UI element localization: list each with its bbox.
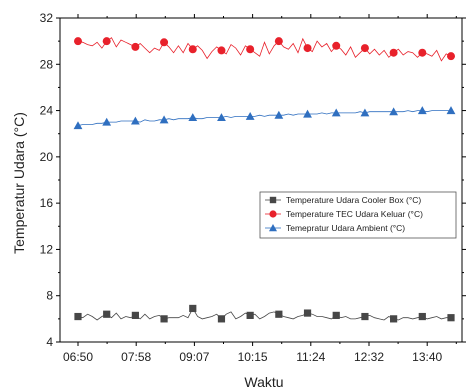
data-point — [418, 312, 426, 321]
data-point — [303, 44, 312, 53]
x-tick-label: 13:40 — [412, 350, 442, 364]
x-tick-label: 06:50 — [63, 350, 93, 364]
series-line — [77, 307, 451, 321]
x-axis-title: Waktu — [244, 374, 283, 390]
data-point — [332, 311, 340, 319]
data-point — [360, 108, 370, 117]
plot-frame — [59, 17, 463, 343]
data-point — [275, 310, 283, 318]
data-point — [361, 312, 369, 321]
data-point — [217, 46, 226, 55]
series-square — [74, 304, 455, 323]
series-line — [77, 110, 451, 126]
series-triangle — [73, 106, 456, 130]
x-tick-label: 07:58 — [121, 350, 151, 364]
axes-layer: 4 8 12 16 20 24 28 32 06:50 07:58 09:07 10:15 11:24 1… — [40, 11, 466, 364]
legend-marker — [269, 196, 277, 204]
y-tick-label: 20 — [40, 150, 54, 164]
x-tick-label: 10:15 — [238, 350, 268, 364]
legend-marker — [269, 224, 277, 232]
data-point — [390, 315, 398, 323]
series-circle — [74, 37, 455, 62]
data-point — [417, 106, 427, 115]
legend-label: Temepratur Udara Ambient (°C) — [286, 223, 405, 233]
legend-box — [259, 191, 457, 239]
plot-area — [59, 17, 463, 343]
data-point — [131, 42, 140, 51]
data-point — [130, 116, 140, 125]
legend-label: Temperature Udara Cooler Box (°C) — [286, 195, 421, 205]
y-axis-title: Temperatur Udara (°C) — [11, 112, 27, 254]
y-tick-label: 16 — [40, 196, 54, 210]
y-tick-label: 4 — [46, 335, 53, 349]
data-point — [160, 315, 168, 323]
x-tick-label: 12:32 — [354, 350, 384, 364]
data-point — [189, 304, 197, 313]
legend-marker — [269, 210, 277, 218]
data-point — [246, 311, 254, 319]
data-point — [446, 106, 456, 115]
y-tick-label: 12 — [40, 242, 54, 256]
x-tick-label: 09:07 — [179, 350, 209, 364]
data-point — [332, 41, 341, 50]
legend-item: Temepratur Udara Ambient (°C) — [265, 223, 405, 233]
x-tick-label: 11:24 — [296, 350, 325, 364]
y-tick-label: 24 — [40, 104, 54, 118]
data-point — [303, 109, 312, 118]
data-point — [217, 315, 226, 323]
legend-item: Temperature Udara Cooler Box (°C) — [265, 195, 421, 205]
data-point — [188, 45, 197, 54]
data-point — [217, 113, 226, 122]
legend-label: Temperature TEC Udara Keluar (°C) — [286, 209, 423, 219]
data-point — [74, 312, 82, 321]
series-layer — [73, 37, 456, 323]
data-point — [246, 45, 255, 54]
data-point — [102, 117, 112, 126]
legend: Temperature Udara Cooler Box (°C) Tempera… — [259, 191, 457, 239]
data-point — [418, 48, 427, 57]
data-point — [360, 44, 369, 53]
data-point — [274, 37, 283, 46]
data-point — [73, 121, 83, 130]
data-point — [188, 113, 198, 122]
series-line — [77, 37, 452, 62]
data-point — [160, 38, 169, 47]
data-point — [103, 310, 111, 318]
data-point — [447, 314, 455, 322]
data-point — [245, 111, 255, 120]
data-point — [102, 37, 111, 46]
data-point — [159, 115, 169, 124]
data-point — [74, 37, 82, 46]
y-tick-label: 32 — [40, 11, 54, 25]
legend-item: Temperature TEC Udara Keluar (°C) — [265, 209, 423, 219]
y-tick-label: 28 — [40, 57, 54, 71]
data-point — [303, 309, 312, 317]
y-tick-label: 8 — [46, 289, 53, 303]
data-point — [331, 108, 341, 117]
data-point — [447, 52, 455, 61]
data-point — [389, 48, 398, 57]
data-point — [389, 107, 399, 116]
data-point — [274, 110, 284, 119]
data-point — [131, 311, 139, 319]
